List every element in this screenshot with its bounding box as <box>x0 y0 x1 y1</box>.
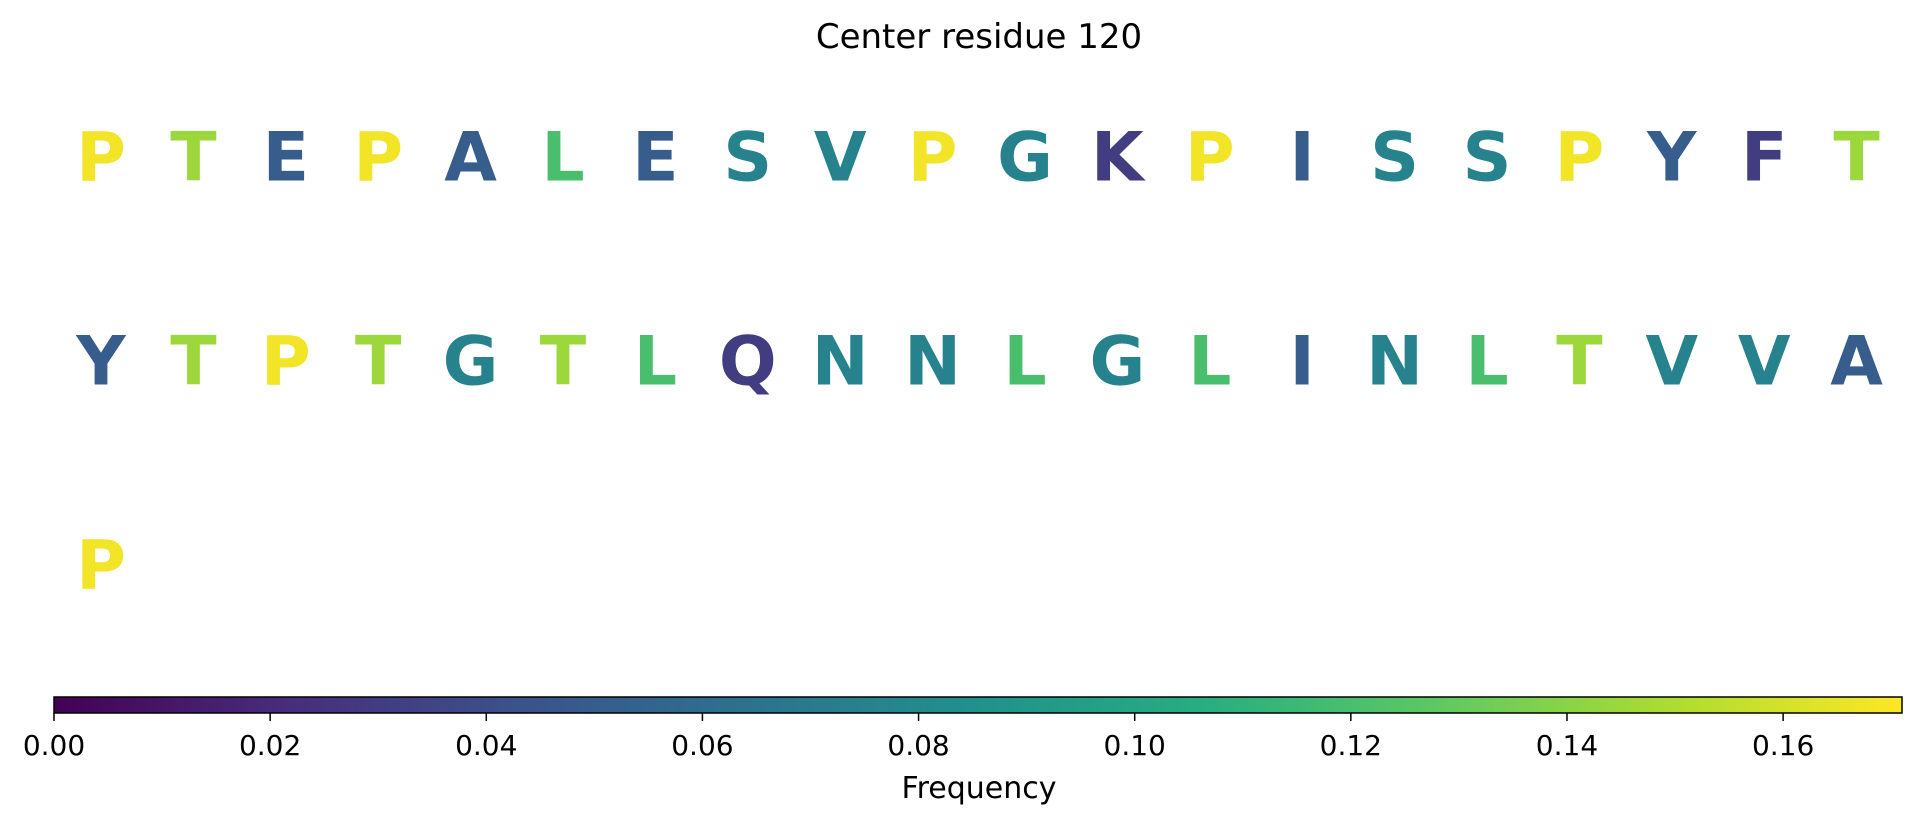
residue-letter: K <box>1091 119 1146 198</box>
residue-letter: F <box>1741 119 1787 198</box>
colorbar-tick-label: 0.02 <box>239 729 301 762</box>
colorbar-tick-label: 0.06 <box>671 729 733 762</box>
colorbar-ticks: 0.00 0.02 0.04 0.06 0.08 0.10 0.12 0.14 0.16 <box>23 713 1814 762</box>
residue-letter: T <box>540 323 587 402</box>
residue-letter: S <box>1463 119 1512 198</box>
colorbar <box>53 696 1903 714</box>
residue-letter: T <box>170 323 217 402</box>
residue-letter: P <box>1554 119 1604 198</box>
residue-letter: Y <box>1646 119 1697 198</box>
residue-letter: I <box>1290 323 1315 402</box>
chart-title: Center residue 120 <box>816 17 1142 57</box>
residue-letter: T <box>1556 323 1603 402</box>
residue-letter: L <box>541 119 584 198</box>
residue-letter: P <box>76 119 126 198</box>
residue-letter: N <box>904 323 961 402</box>
residue-letter: T <box>170 119 217 198</box>
residue-letter: N <box>812 323 869 402</box>
residue-letter: E <box>632 119 678 198</box>
residue-letter: L <box>1188 323 1231 402</box>
residue-letter: L <box>1465 323 1508 402</box>
colorbar-tick-label: 0.16 <box>1752 729 1814 762</box>
residue-grid: P T E P A L E S V P G K P I S S P Y F TY T P T G T L Q N N L G L I N L T V V A… <box>75 119 1883 606</box>
residue-letter: L <box>634 323 677 402</box>
colorbar-tick-label: 0.08 <box>887 729 949 762</box>
residue-letter: A <box>1830 323 1883 402</box>
colorbar-tick-label: 0.14 <box>1536 729 1598 762</box>
residue-letter: E <box>263 119 309 198</box>
residue-letter: G <box>1089 323 1145 402</box>
residue-letter: P <box>908 119 958 198</box>
residue-letter: T <box>355 323 402 402</box>
colorbar-tick-label: 0.00 <box>23 729 85 762</box>
residue-letter: A <box>444 119 497 198</box>
residue-letter: V <box>1645 323 1698 402</box>
residue-letter: G <box>443 323 499 402</box>
colorbar-tick-label: 0.10 <box>1104 729 1166 762</box>
residue-letter: N <box>1366 323 1423 402</box>
colorbar-label: Frequency <box>902 771 1057 806</box>
residue-letter: P <box>76 527 126 606</box>
residue-letter: P <box>261 323 311 402</box>
colorbar-tick-label: 0.04 <box>455 729 517 762</box>
residue-letter: P <box>353 119 403 198</box>
residue-letter: V <box>814 119 867 198</box>
residue-letter: S <box>723 119 772 198</box>
residue-letter: Q <box>719 323 777 402</box>
residue-letter: G <box>997 119 1053 198</box>
residue-letter: T <box>1833 119 1880 198</box>
residue-letter: V <box>1738 323 1791 402</box>
residue-letter: P <box>1185 119 1235 198</box>
residue-letter: L <box>1003 323 1046 402</box>
residue-letter: S <box>1370 119 1419 198</box>
residue-letter: I <box>1290 119 1315 198</box>
residue-letter: Y <box>75 323 126 402</box>
colorbar-tick-label: 0.12 <box>1320 729 1382 762</box>
